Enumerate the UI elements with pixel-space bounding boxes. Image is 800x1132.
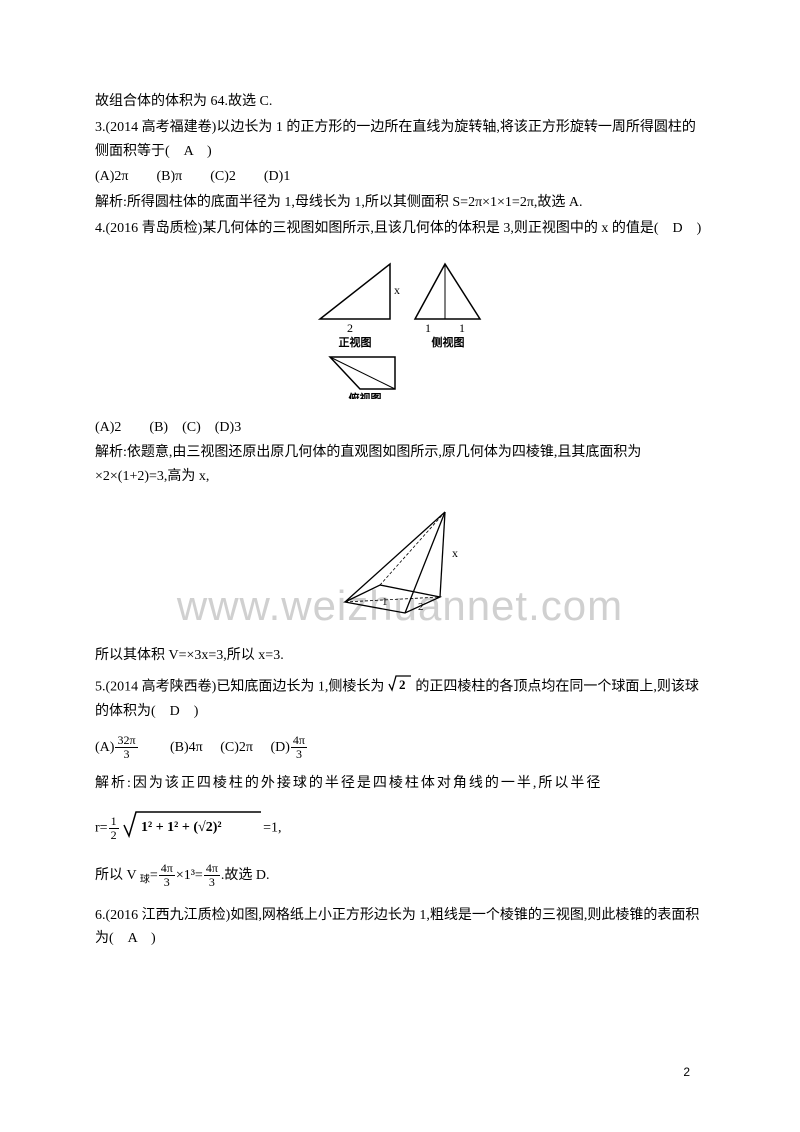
r-eq: r=	[95, 821, 108, 836]
eq-1: =1,	[263, 821, 281, 836]
text-line: 所以其体积 V=×3x=3,所以 x=3.	[95, 644, 705, 668]
dim-1a: 1	[425, 321, 431, 335]
figure-pyramid: x 2 1	[95, 497, 705, 636]
text-line: 4.(2016 青岛质检)某几何体的三视图如图所示,且该几何体的体积是 3,则正…	[95, 217, 705, 241]
formula-line: r=12 1² + 1² + (√2)² =1,	[95, 809, 705, 848]
text-line: 6.(2016 江西九江质检)如图,网格纸上小正方形边长为 1,粗线是一个棱锥的…	[95, 904, 705, 952]
dim-1: 1	[382, 596, 388, 608]
page-number: 2	[683, 1062, 690, 1082]
side-label: 侧视图	[432, 335, 465, 349]
text-line: 解析:依题意,由三视图还原出原几何体的直观图如图所示,原几何体为四棱锥,且其底面…	[95, 441, 705, 489]
v-sub: 球	[140, 875, 150, 886]
fraction: 4π3	[204, 862, 220, 889]
sqrt-icon: 2	[388, 674, 412, 701]
text-line: (A)2 (B) (C) (D)3	[95, 416, 705, 440]
three-view-svg: x 2 正视图 1 1 侧视图 俯视图	[300, 249, 500, 399]
x-label: x	[394, 283, 400, 297]
dim-2: 2	[347, 321, 353, 335]
fraction: 4π3	[291, 734, 307, 761]
q5-text-a: 5.(2014 高考陕西卷)已知底面边长为 1,侧棱长为	[95, 679, 384, 694]
text-line: 故组合体的体积为 64.故选 C.	[95, 90, 705, 114]
text-line: 3.(2014 高考福建卷)以边长为 1 的正方形的一边所在直线为旋转轴,将该正…	[95, 116, 705, 164]
figure-three-views: x 2 正视图 1 1 侧视图 俯视图	[95, 249, 705, 408]
fraction: 32π3	[115, 734, 137, 761]
text-line: 解析:因为该正四棱柱的外接球的半径是四棱柱体对角线的一半,所以半径	[95, 772, 705, 796]
dim-1b: 1	[459, 321, 465, 335]
svg-text:2: 2	[399, 677, 406, 692]
text-line: (A)2π (B)π (C)2 (D)1	[95, 165, 705, 189]
pyramid-svg: x 2 1	[310, 497, 490, 627]
v-pre: 所以 V	[95, 868, 140, 883]
formula-line: 所以 V 球=4π3×1³=4π3.故选 D.	[95, 862, 705, 889]
text-line: 5.(2014 高考陕西卷)已知底面边长为 1,侧棱长为 2 的正四棱柱的各顶点…	[95, 674, 705, 725]
svg-text:1² + 1² + (√2)²: 1² + 1² + (√2)²	[141, 820, 222, 835]
q5-options: (A)32π3 (B)4π (C)2π (D)4π3	[95, 734, 705, 761]
document-content: 故组合体的体积为 64.故选 C. 3.(2014 高考福建卷)以边长为 1 的…	[95, 90, 705, 951]
fraction: 4π3	[159, 862, 175, 889]
opt-b: (B)4π	[170, 740, 203, 755]
top-label: 俯视图	[349, 391, 382, 399]
front-label: 正视图	[339, 335, 372, 349]
mid: ×1³=	[176, 868, 203, 883]
big-sqrt-icon: 1² + 1² + (√2)²	[123, 809, 263, 848]
dim-2: 2	[418, 601, 424, 613]
text-line: 解析:所得圆柱体的底面半径为 1,母线长为 1,所以其侧面积 S=2π×1×1=…	[95, 191, 705, 215]
opt-c: (C)2π	[220, 740, 253, 755]
end: .故选 D.	[221, 868, 270, 883]
x-label: x	[452, 546, 458, 560]
eq: =	[150, 868, 158, 883]
fraction: 12	[109, 815, 119, 842]
